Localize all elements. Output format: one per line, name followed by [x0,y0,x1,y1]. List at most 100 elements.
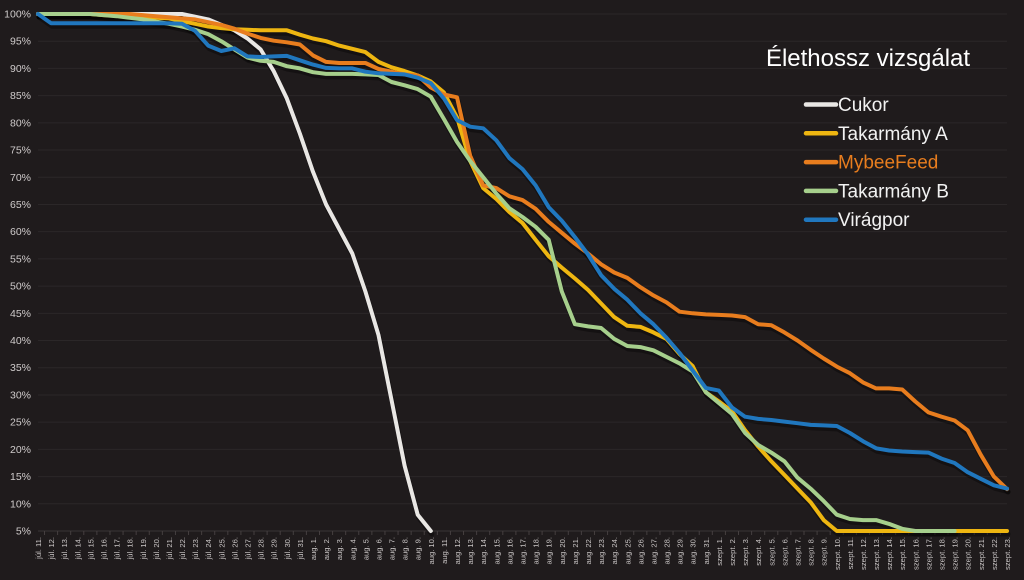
x-tick-label: aug. 18. [532,537,541,564]
x-tick-label: szept. 21. [977,537,986,570]
x-tick-label: júl. 20. [152,537,161,560]
x-tick-label: júl. 21. [165,537,174,560]
x-tick-label: aug. 27. [649,537,658,564]
x-tick-label: szept. 18. [938,537,947,570]
gridlines [38,13,1007,532]
x-tick-label: aug. 1. [309,537,318,560]
y-tick-label: 60% [10,226,31,238]
x-tick-label: júl. 15. [86,537,95,560]
x-tick-label: aug. 3. [335,537,344,560]
x-tick-label: szept. 6. [780,537,789,566]
x-tick-label: szept. 22. [990,537,999,570]
y-tick-label: 65% [10,199,31,211]
series-line-mybeefeed [36,12,1009,492]
x-tick-label: júl. 16. [99,537,108,560]
x-tick-label: júl. 29. [270,537,279,560]
y-tick-label: 20% [10,444,31,456]
x-tick-label: aug. 15. [492,537,501,564]
legend-item-takarmany-a: Takarmány A [803,124,948,145]
x-tick-label: aug. 31. [702,537,711,564]
x-tick-label: júl. 30. [283,537,292,560]
series-line-takarmany-a [36,12,1009,533]
y-tick-label: 75% [10,145,31,157]
y-tick-label: 80% [10,117,31,129]
y-tick-label: 55% [10,253,31,265]
y-tick-label: 100% [4,9,31,21]
x-tick-label: júl. 22. [178,537,187,560]
x-tick-label: aug. 25. [623,537,632,564]
y-tick-label: 85% [10,90,31,102]
x-tick-label: szept. 14. [885,537,894,570]
y-tick-label: 25% [10,417,31,429]
x-tick-label: aug. 26. [636,537,645,564]
series-line-viragpor [36,12,1009,491]
x-tick-label: aug. 12. [453,537,462,564]
legend-item-viragpor: Virágpor [803,210,910,231]
x-tick-label: szept. 4. [754,537,763,566]
x-tick-label: szept. 9. [820,537,829,566]
x-tick-label: szept. 5. [767,537,776,566]
y-tick-label: 35% [10,362,31,374]
legend-label-takarmany-b: Takarmány B [838,181,949,202]
legend-label-cukor: Cukor [838,95,889,116]
y-tick-label: 30% [10,389,31,401]
x-tick-label: szept. 17. [924,537,933,570]
y-tick-label: 50% [10,281,31,293]
x-tick-label: aug. 21. [571,537,580,564]
x-tick-label: aug. 10. [427,537,436,564]
x-tick-label: júl. 17. [113,537,122,560]
x-tick-label: júl. 19. [139,537,148,560]
x-tick-label: júl. 13. [60,537,69,560]
x-tick-label: aug. 4. [348,537,357,560]
legend-item-cukor: Cukor [803,95,889,116]
x-tick-label: aug. 20. [558,537,567,564]
x-tick-label: aug. 6. [374,537,383,560]
x-tick-label: aug. 19. [545,537,554,564]
x-tick-label: szept. 3. [741,537,750,566]
x-tick-label: júl. 14. [73,537,82,560]
y-tick-label: 10% [10,498,31,510]
y-axis: 100% 95% 90% 85% 80% 75% 70% 65% 60% 55% 50% 45% 40%… [4,9,31,538]
x-tick-label: szept. 11. [846,537,855,569]
x-tick-label: aug. 13. [466,537,475,564]
legend: Cukor Takarmány A MybeeFeed Takarmány B Virá… [803,95,949,231]
y-tick-label: 45% [10,308,31,320]
x-tick-label: szept. 20. [964,537,973,570]
x-axis: júl. 11. júl. 12. júl. 13. júl. 14. júl. 15.… [34,537,1012,570]
x-tick-label: aug. 2. [322,537,331,560]
y-tick-label: 15% [10,471,31,483]
x-tick-label: szept. 19. [951,537,960,570]
y-tick-label: 70% [10,172,31,184]
x-tick-label: szept. 16. [911,537,920,570]
x-tick-label: júl. 26. [230,537,239,560]
legend-label-takarmany-a: Takarmány A [838,124,948,145]
x-tick-label: szept. 13. [872,537,881,570]
x-tick-label: aug. 23. [597,537,606,564]
x-tick-label: júl. 11. [34,537,43,560]
x-tick-label: aug. 28. [663,537,672,564]
x-tick-label: júl. 24. [204,537,213,560]
x-tick-label: szept. 1. [715,537,724,566]
x-tick-label: aug. 9. [414,537,423,560]
chart-title: Élethossz vizsgálat [766,45,970,72]
x-tick-label: júl. 18. [126,537,135,560]
y-tick-label: 95% [10,36,31,48]
y-tick-label: 40% [10,335,31,347]
x-tick-label: szept. 10. [833,537,842,570]
x-tick-label: szept. 12. [859,537,868,570]
y-tick-label: 5% [16,526,31,538]
series-lines [36,12,1009,533]
legend-label-viragpor: Virágpor [838,210,910,231]
x-tick-label: aug. 24. [610,537,619,564]
x-tick-label: júl. 12. [47,537,56,560]
x-tick-label: aug. 29. [676,537,685,564]
x-tick-label: aug. 22. [584,537,593,564]
x-tick-label: aug. 7. [388,537,397,560]
x-tick-label: júl. 31. [296,537,305,560]
x-tick-label: szept. 15. [898,537,907,570]
x-tick-label: aug. 14. [479,537,488,564]
legend-item-mybeefeed: MybeeFeed [803,153,938,174]
x-tick-label: júl. 25. [217,537,226,560]
